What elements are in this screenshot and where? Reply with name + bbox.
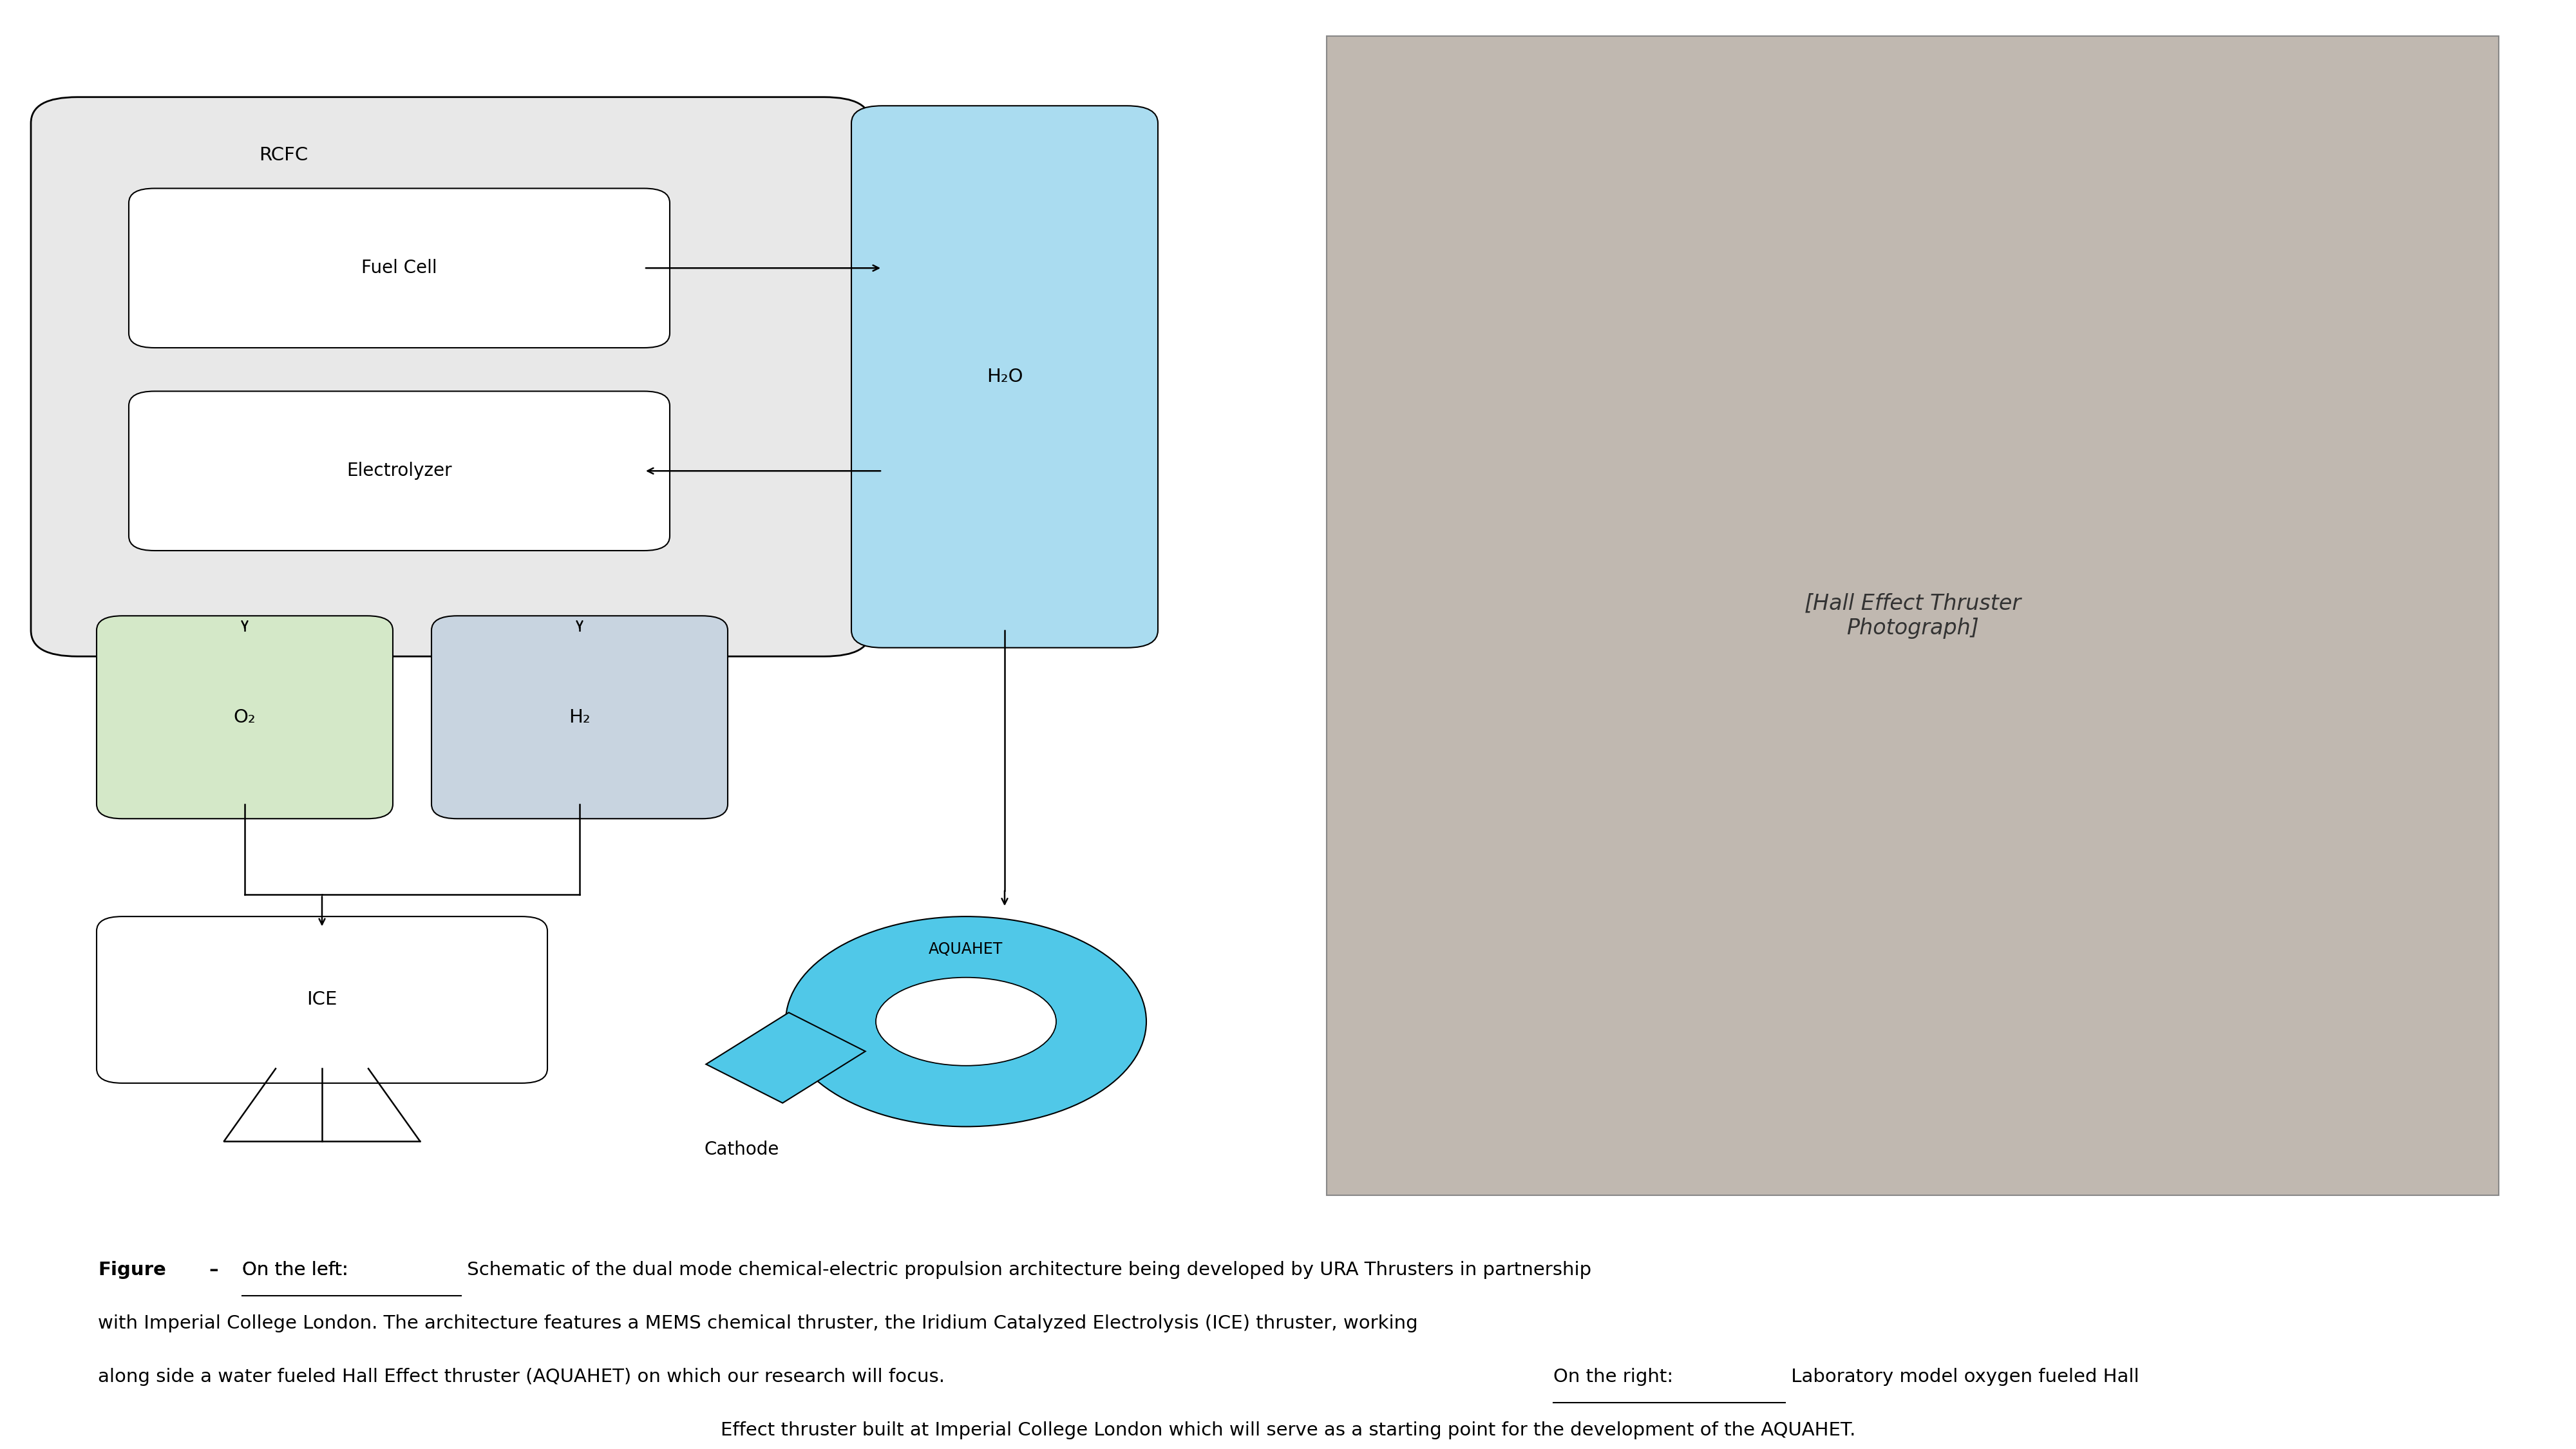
Text: On the right:: On the right: xyxy=(1553,1368,1674,1385)
Ellipse shape xyxy=(786,917,1146,1127)
FancyBboxPatch shape xyxy=(129,188,670,348)
FancyBboxPatch shape xyxy=(850,106,1159,648)
Text: On the left:: On the left: xyxy=(242,1261,348,1278)
Text: RCFC: RCFC xyxy=(258,146,309,164)
Text: [Hall Effect Thruster
Photograph]: [Hall Effect Thruster Photograph] xyxy=(1803,593,2022,639)
Ellipse shape xyxy=(876,978,1056,1065)
Text: H₂: H₂ xyxy=(569,709,590,726)
Text: Schematic of the dual mode chemical-electric propulsion architecture being devel: Schematic of the dual mode chemical-elec… xyxy=(461,1261,1592,1278)
Bar xyxy=(1327,36,2499,1195)
Text: along side a water fueled Hall Effect thruster (AQUAHET) on which our research w: along side a water fueled Hall Effect th… xyxy=(98,1368,951,1385)
Text: Electrolyzer: Electrolyzer xyxy=(348,462,451,480)
FancyBboxPatch shape xyxy=(31,97,871,656)
Text: Fuel Cell: Fuel Cell xyxy=(361,259,438,277)
FancyBboxPatch shape xyxy=(430,616,729,819)
Text: AQUAHET: AQUAHET xyxy=(930,942,1002,956)
Text: with Imperial College London. The architecture features a MEMS chemical thruster: with Imperial College London. The archit… xyxy=(98,1314,1417,1332)
FancyBboxPatch shape xyxy=(129,391,670,551)
Text: Effect thruster built at Imperial College London which will serve as a starting : Effect thruster built at Imperial Colleg… xyxy=(721,1421,1855,1439)
Text: Cathode: Cathode xyxy=(703,1140,781,1158)
FancyBboxPatch shape xyxy=(98,917,546,1084)
FancyBboxPatch shape xyxy=(706,1013,866,1103)
Text: Laboratory model oxygen fueled Hall: Laboratory model oxygen fueled Hall xyxy=(1785,1368,2138,1385)
Text: Figure: Figure xyxy=(98,1261,165,1278)
FancyBboxPatch shape xyxy=(98,616,392,819)
Text: H₂O: H₂O xyxy=(987,368,1023,385)
Text: On the left:: On the left: xyxy=(242,1261,348,1278)
Text: ICE: ICE xyxy=(307,991,337,1009)
Text: O₂: O₂ xyxy=(234,709,255,726)
Text: –: – xyxy=(209,1261,219,1278)
